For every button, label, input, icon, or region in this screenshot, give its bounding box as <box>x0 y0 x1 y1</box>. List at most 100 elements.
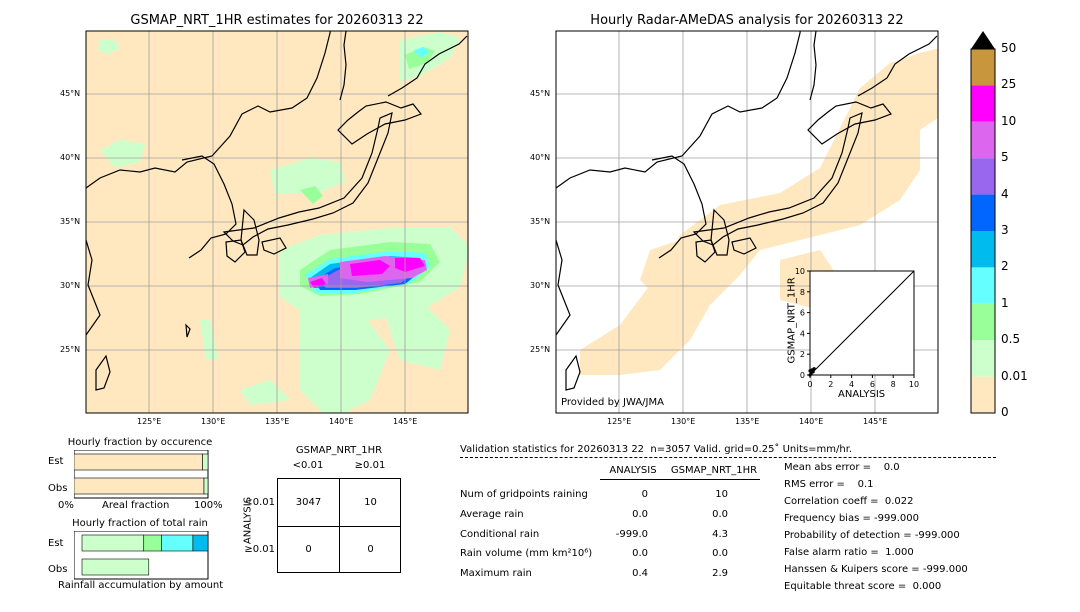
colorbar-frame <box>970 48 996 414</box>
total-rain-bars <box>74 531 209 580</box>
colorbar-cell <box>971 231 995 268</box>
scatter-x-tick-label: 8 <box>891 380 896 389</box>
scatter-y-tick-label: 4 <box>800 329 805 338</box>
total-rain-bar-segment <box>161 534 194 552</box>
contingency-h-divider <box>278 526 400 527</box>
scatter-x-tick-label: 10 <box>909 380 919 389</box>
colorbar-tick-label: 50 <box>1001 41 1017 55</box>
occurence-bars <box>74 450 209 499</box>
right-lat-label-35: 35°N <box>530 217 551 226</box>
left-lat-label-45: 45°N <box>60 89 81 98</box>
validation-row-gsmap: 0.0 <box>712 548 728 559</box>
validation-row-label: Average rain <box>460 509 524 520</box>
validation-row-analysis: 0.4 <box>632 568 648 579</box>
colorbar-tick-label: 25 <box>1001 77 1017 92</box>
contingency-v-divider <box>339 479 340 572</box>
validation-row-label: Maximum rain <box>460 568 532 579</box>
left-lon-label-145: 145°E <box>393 417 418 426</box>
score-rms-error: RMS error = 0.1 <box>784 479 874 490</box>
left-map-coastlines <box>86 31 468 391</box>
scatter-point <box>812 367 816 371</box>
colorbar-cell <box>971 49 995 86</box>
scatter-inset: 0 2 4 6 8 10 0 2 4 6 8 10 <box>795 267 919 389</box>
scatter-point <box>809 372 813 376</box>
right-lon-label-140: 140°E <box>799 417 824 426</box>
total-rain-bar-segment <box>81 558 150 576</box>
colorbar-tick-label: 0.5 <box>1001 332 1021 347</box>
occurence-x-right: 100% <box>194 500 223 511</box>
scatter-x-tick-label: 0 <box>807 380 812 389</box>
right-lat-label-45: 45°N <box>530 89 551 98</box>
right-lon-label-135: 135°E <box>735 417 760 426</box>
contingency-cell-10: 0 <box>305 544 312 555</box>
colorbar-tick-label: 0 <box>1001 405 1009 419</box>
scatter-ylabel: GSMAP_NRT_1HR <box>786 277 798 364</box>
contingency-col-header-1: <0.01 <box>292 460 324 471</box>
colorbar-tick-label: 2 <box>1001 259 1009 274</box>
right-map <box>555 30 939 414</box>
right-lat-label-30: 30°N <box>530 281 551 290</box>
left-lon-label-135: 135°E <box>265 417 290 426</box>
occurence-xlabel: Areal fraction <box>102 500 170 511</box>
scatter-y-tick-label: 8 <box>800 288 805 297</box>
contingency-cell-01: 10 <box>364 497 377 508</box>
colorbar-over-arrow <box>971 31 995 49</box>
validation-col-underline <box>600 479 760 480</box>
occurence-obs-label: Obs <box>48 483 68 494</box>
left-map-frame <box>85 30 469 414</box>
colorbar-tick-label: 1 <box>1001 295 1009 310</box>
validation-row-label: Rain volume (mm km²10⁶) <box>460 548 593 559</box>
occurence-bar-segment <box>74 453 203 471</box>
validation-row-gsmap: 0.0 <box>712 509 728 520</box>
right-map-frame <box>555 30 939 414</box>
right-map-title: Hourly Radar-AMeDAS analysis for 2026031… <box>590 13 904 28</box>
scatter-y-tick-label: 2 <box>800 350 805 359</box>
right-lon-label-145: 145°E <box>863 417 888 426</box>
left-lat-label-25: 25°N <box>60 345 81 354</box>
score-correlation: Correlation coeff = 0.022 <box>784 496 914 507</box>
left-lat-label-40: 40°N <box>60 153 81 162</box>
scatter-point <box>808 369 812 373</box>
colorbar-cell <box>971 194 995 231</box>
colorbar-cell <box>971 121 995 159</box>
colorbar-cell <box>971 158 995 195</box>
validation-col-gsmap: GSMAP_NRT_1HR <box>670 465 758 476</box>
validation-header: Validation statistics for 20260313 22 n=… <box>460 444 853 455</box>
total-rain-title: Hourly fraction of total rain <box>72 518 208 529</box>
validation-divider <box>460 457 996 458</box>
score-ets: Equitable threat score = 0.000 <box>784 581 942 592</box>
colorbar-tick-label: 3 <box>1001 223 1009 237</box>
validation-row-label: Num of gridpoints raining <box>460 489 588 500</box>
left-map-precip-field <box>98 32 468 413</box>
left-map <box>85 30 469 414</box>
validation-row-analysis: -999.0 <box>615 529 648 540</box>
right-lon-label-125: 125°E <box>607 417 632 426</box>
contingency-title: GSMAP_NRT_1HR <box>295 445 383 456</box>
occurence-bar-segment <box>203 477 209 495</box>
colorbar-cell <box>971 303 995 341</box>
contingency-cell-11: 0 <box>367 544 374 555</box>
colorbar-cell <box>971 376 995 413</box>
contingency-table: 3047 10 0 0 <box>277 478 401 573</box>
total-rain-bar-segment <box>81 534 145 552</box>
right-map-coastlines <box>556 31 938 391</box>
score-pod: Probability of detection = -999.000 <box>784 530 960 541</box>
colorbar-cell <box>971 85 995 122</box>
validation-row-analysis: 0.0 <box>632 509 648 520</box>
colorbar-cells <box>971 49 995 413</box>
total-rain-xlabel: Rainfall accumulation by amount <box>58 580 224 591</box>
score-mean-abs-error: Mean abs error = 0.0 <box>784 462 900 473</box>
scatter-xlabel: ANALYSIS <box>838 389 886 400</box>
scatter-x-tick-label: 6 <box>870 380 875 389</box>
scatter-reference-line <box>809 270 915 376</box>
scatter-x-tick-label: 2 <box>828 380 833 389</box>
contingency-row-header-1: <0.01 <box>244 497 275 508</box>
scatter-ticks: 0 2 4 6 8 10 0 2 4 6 8 10 <box>795 267 919 389</box>
colorbar-cell <box>971 267 995 304</box>
occurence-bar-segment <box>74 477 205 495</box>
validation-col-analysis: ANALYSIS <box>609 465 657 476</box>
provided-by-label: Provided by JWA/JMA <box>561 397 664 408</box>
total-rain-bar-segment <box>143 534 162 552</box>
validation-row-gsmap: 4.3 <box>712 529 728 540</box>
validation-row-analysis: 0 <box>641 489 648 500</box>
